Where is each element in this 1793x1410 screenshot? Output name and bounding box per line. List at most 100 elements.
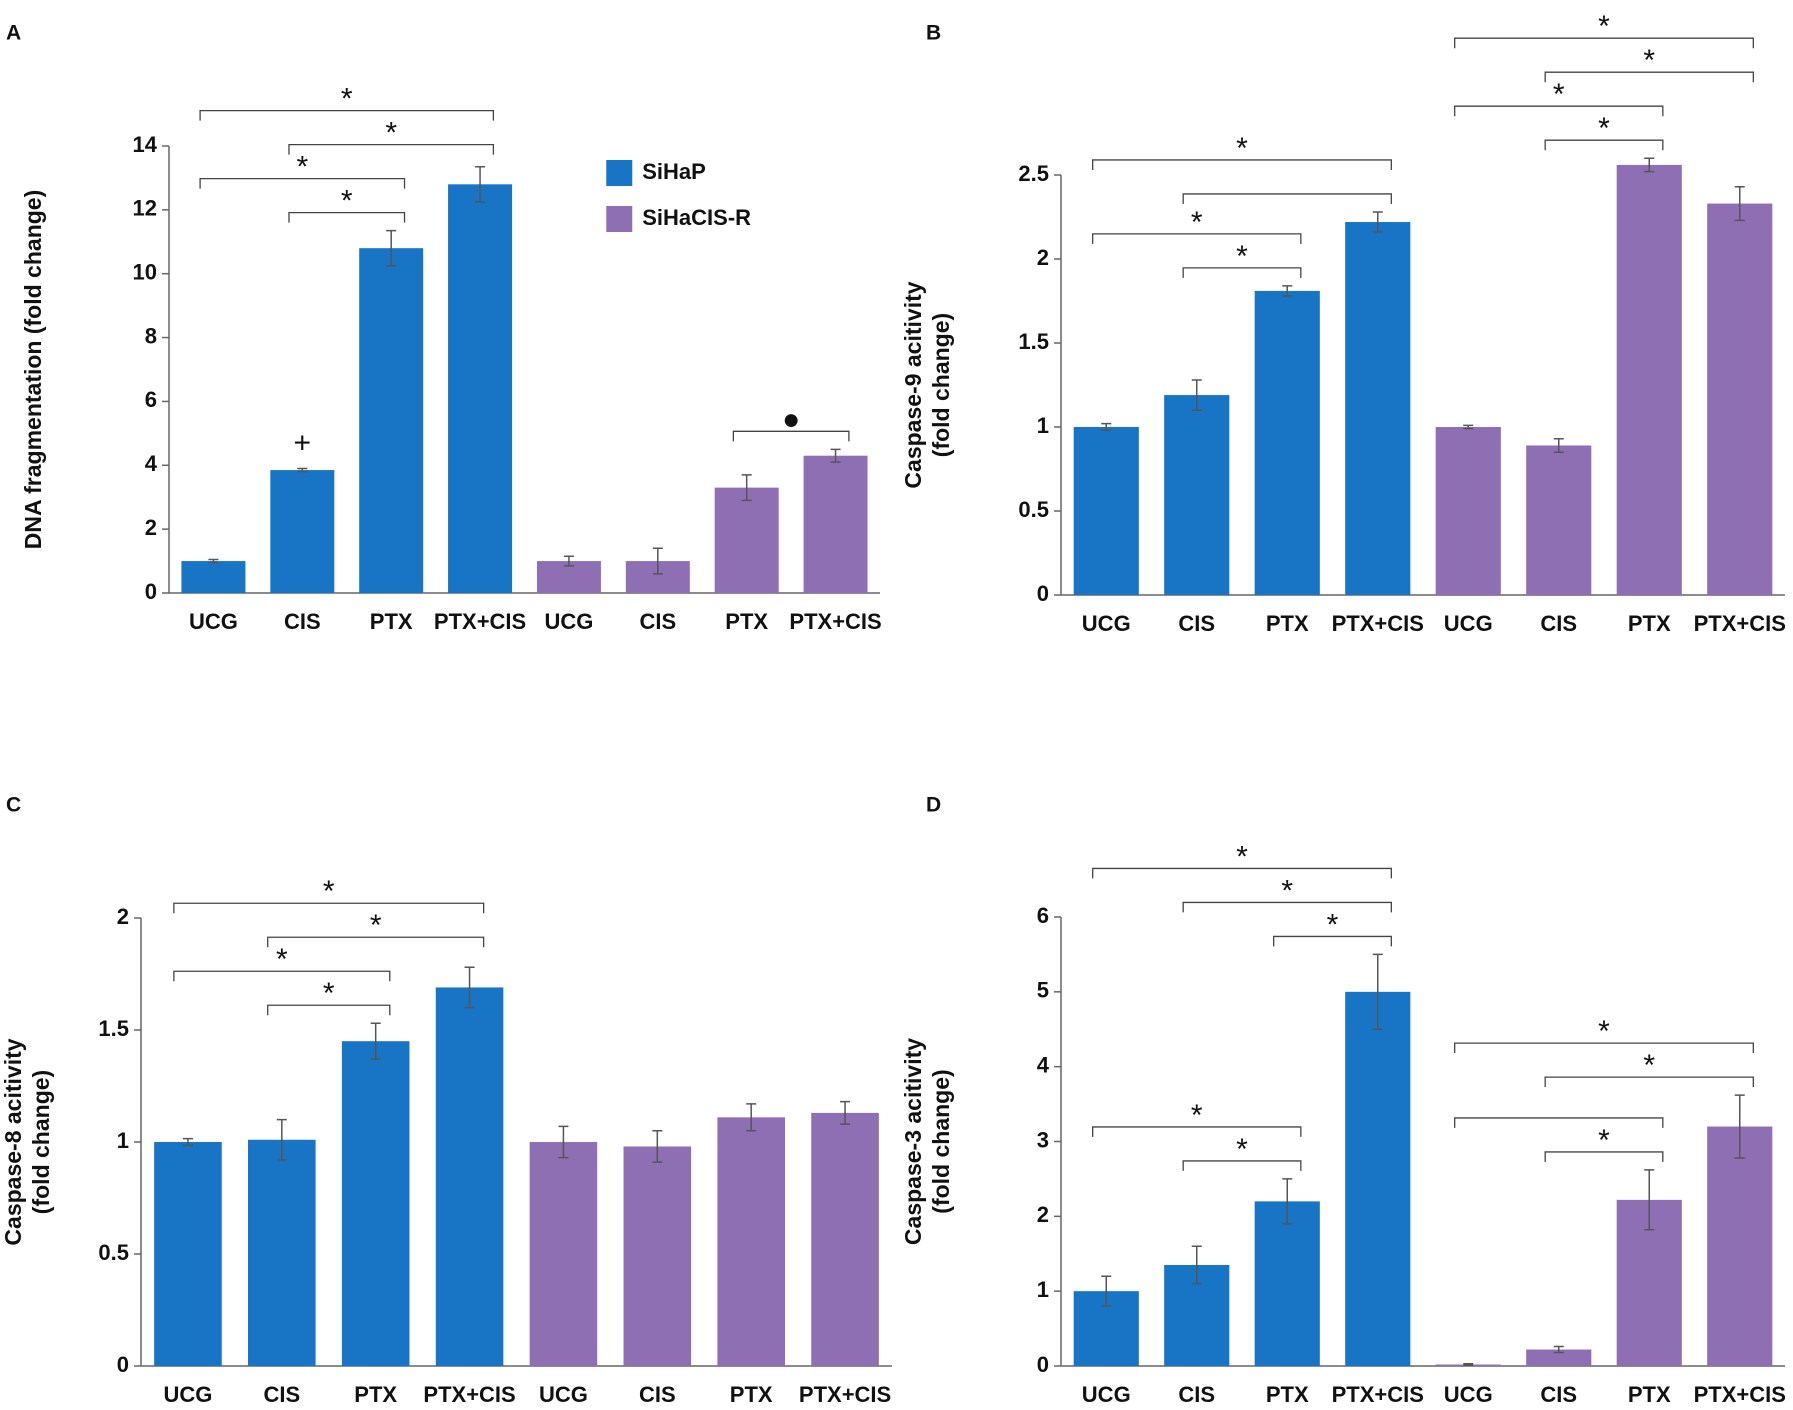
y-tick-label: 2 [145,515,157,540]
bar [1345,222,1411,596]
error-bar [1734,1094,1745,1159]
y-tick-label: 5 [1037,978,1049,1003]
y-axis-label: (fold change) [928,1069,954,1213]
bar [1254,1201,1320,1366]
y-tick-label: 0 [1037,1352,1049,1377]
x-tick-label: CIS [284,609,321,634]
x-tick-label: UCG [1082,611,1131,636]
panel-label: D [926,794,941,817]
bar [181,561,246,593]
error-bar [1644,1169,1655,1231]
significance-label: * [1598,112,1610,145]
error-bar [276,1118,287,1161]
y-tick-label: 0 [117,1352,129,1377]
error-bar [746,1103,757,1132]
error-bar [464,966,475,1009]
significance-label: * [1598,1015,1610,1048]
significance-label: * [276,943,288,976]
bar-annotation: + [294,426,312,459]
x-tick-label: PTX+CIS [1332,611,1424,636]
x-tick-label: PTX [1266,611,1309,636]
bracket [1182,267,1302,278]
x-tick-label: PTX [370,609,413,634]
bar [1616,164,1682,596]
x-tick-label: PTX [354,1382,397,1407]
significance-label: * [1191,1099,1203,1132]
significance-label: * [1553,78,1565,111]
error-bar [208,558,219,564]
bracket [1454,1117,1664,1128]
error-bar [1101,422,1112,432]
significance-label: * [1643,1049,1655,1082]
significance-label: * [1236,240,1248,273]
bracket [1544,71,1754,83]
error-bar [563,555,574,567]
x-tick-label: UCG [539,1382,588,1407]
panel-label: A [6,22,21,45]
y-tick-label: 2 [1037,245,1049,270]
x-tick-label: CIS [1178,1382,1215,1407]
bracket [1182,193,1392,204]
x-tick-label: PTX+CIS [1694,611,1786,636]
error-bar [652,547,663,575]
error-bar [297,467,308,473]
x-tick-label: PTX+CIS [1332,1382,1424,1407]
bar [1164,395,1230,595]
error-bar [1282,1178,1293,1225]
y-tick-label: 0.5 [98,1240,129,1265]
significance-label: ● [782,403,800,436]
legend-label: SiHaCIS-R [642,205,751,230]
significance-label: * [1327,908,1339,941]
error-bar [1372,211,1383,233]
x-tick-label: PTX [725,609,768,634]
bar [448,184,513,594]
y-tick-label: 4 [1037,1052,1050,1077]
error-bar [1644,157,1655,173]
y-tick-label: 10 [133,260,157,285]
bracket [1454,1042,1754,1054]
bracket [173,902,485,914]
bracket [1092,1126,1302,1137]
significance-label: * [1236,132,1248,165]
legend-swatch [606,206,633,232]
bracket [173,970,391,982]
x-tick-label: CIS [263,1382,300,1407]
bracket [267,936,485,948]
bracket [1454,37,1754,49]
x-tick-label: PTX [1628,1382,1671,1407]
bracket [732,430,850,442]
bracket [199,109,495,121]
bracket [1182,1160,1302,1171]
y-tick-label: 14 [133,132,158,157]
y-tick-label: 1.5 [98,1016,129,1041]
bracket [1092,233,1302,244]
x-tick-label: CIS [1540,611,1577,636]
x-tick-label: UCG [163,1382,212,1407]
error-bar [1191,1245,1202,1285]
error-bar [475,166,486,203]
bar [359,248,424,593]
error-bar [741,474,752,502]
x-tick-label: CIS [1540,1382,1577,1407]
significance-label: * [1281,874,1293,907]
y-tick-label: 6 [145,387,157,412]
x-tick-label: PTX+CIS [789,609,881,634]
bracket [288,143,495,155]
significance-label: * [323,875,335,908]
significance-label: * [341,185,353,218]
y-axis-label: Caspase-8 acitivity [0,1038,26,1245]
y-tick-label: 6 [1037,903,1049,928]
y-tick-label: 2.5 [1018,161,1049,186]
y-axis-label: DNA fragmentation (fold change) [20,190,46,549]
panel-label: C [6,794,21,817]
bracket [1454,105,1664,117]
error-bar [386,229,397,267]
significance-label: * [1598,1124,1610,1157]
bar [623,1146,692,1366]
bar [803,455,868,593]
error-bar [1372,953,1383,1030]
significance-label: * [385,117,397,150]
bar [1435,427,1501,595]
error-bar [1553,1345,1564,1354]
x-tick-label: PTX+CIS [799,1382,891,1407]
